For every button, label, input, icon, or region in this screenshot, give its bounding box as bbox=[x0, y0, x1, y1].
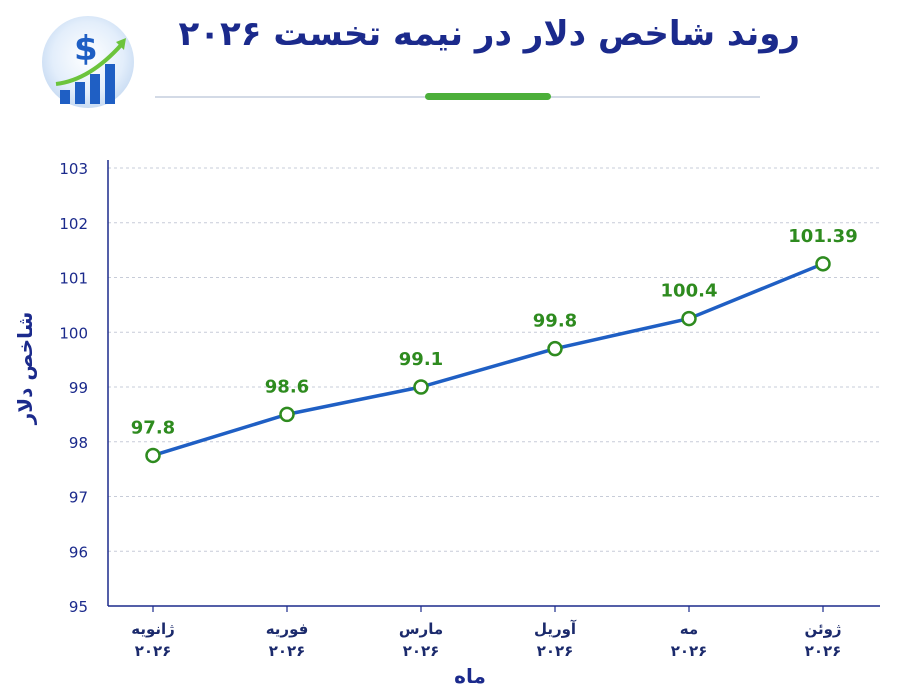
data-label: 97.8 bbox=[131, 417, 175, 438]
x-tick-label-month: آوریل bbox=[534, 620, 577, 638]
axes bbox=[107, 160, 880, 612]
x-tick-label-year: ۲۰۲۶ bbox=[537, 642, 574, 660]
series-line bbox=[152, 262, 824, 458]
y-tick-label: 100 bbox=[59, 324, 88, 342]
data-label: 99.1 bbox=[399, 349, 443, 370]
y-tick-label: 97 bbox=[69, 489, 88, 507]
y-tick-label: 101 bbox=[59, 270, 88, 288]
x-tick-label-month: ژوئن bbox=[804, 620, 841, 638]
data-label: 99.8 bbox=[533, 311, 577, 332]
x-tick-label-year: ۲۰۲۶ bbox=[269, 642, 306, 660]
series-polyline bbox=[152, 262, 824, 458]
x-tick-label-month: مارس bbox=[399, 620, 443, 638]
data-label: 98.6 bbox=[265, 376, 309, 397]
data-label: 100.4 bbox=[661, 281, 718, 302]
x-tick-label-year: ۲۰۲۶ bbox=[135, 642, 172, 660]
data-point bbox=[681, 310, 697, 327]
page-title: روند شاخص دلار در نیمه تخست ۲۰۲۶ bbox=[178, 14, 800, 54]
x-tick-labels: ژانویه ۲۰۲۶ فوریه ۲۰۲۶ مارس ۲۰۲۶ آوریل ۲۰۲۶ مه ۲۰… bbox=[131, 620, 841, 660]
y-tick-label: 103 bbox=[59, 160, 88, 178]
data-point bbox=[413, 379, 429, 395]
y-tick-label: 102 bbox=[59, 215, 88, 233]
x-tick-label-month: مه bbox=[680, 620, 698, 638]
x-tick-label-year: ۲۰۲۶ bbox=[805, 642, 842, 660]
data-label: 101.39 bbox=[788, 226, 857, 247]
y-tick-label: 95 bbox=[69, 598, 88, 616]
grid-lines bbox=[108, 167, 880, 552]
data-markers bbox=[145, 256, 831, 464]
y-tick-label: 96 bbox=[69, 543, 88, 561]
y-tick-label: 99 bbox=[69, 379, 88, 397]
dollar-growth-icon: $ bbox=[42, 16, 134, 108]
svg-text:$: $ bbox=[74, 29, 98, 69]
x-tick-label-year: ۲۰۲۶ bbox=[403, 642, 440, 660]
x-axis-title: ماه bbox=[454, 664, 486, 688]
title-divider bbox=[155, 93, 760, 100]
x-tick-label-month: ژانویه bbox=[131, 620, 175, 638]
header: $ روند شاخص دلار در نیمه تخست ۲۰۲۶ bbox=[0, 0, 900, 112]
y-tick-label: 98 bbox=[69, 434, 88, 452]
x-tick-label-year: ۲۰۲۶ bbox=[671, 642, 708, 660]
x-tick-label-month: فوریه bbox=[266, 620, 309, 638]
y-tick-labels: 95 96 97 98 99 100 101 102 103 bbox=[59, 160, 88, 616]
data-point bbox=[145, 447, 161, 464]
data-point bbox=[815, 256, 831, 272]
data-point bbox=[547, 340, 563, 357]
data-point bbox=[279, 406, 295, 423]
y-axis-title: شاخص دلار bbox=[13, 312, 37, 426]
data-labels: 97.8 98.6 99.1 99.8 100.4 101.39 bbox=[131, 226, 858, 439]
